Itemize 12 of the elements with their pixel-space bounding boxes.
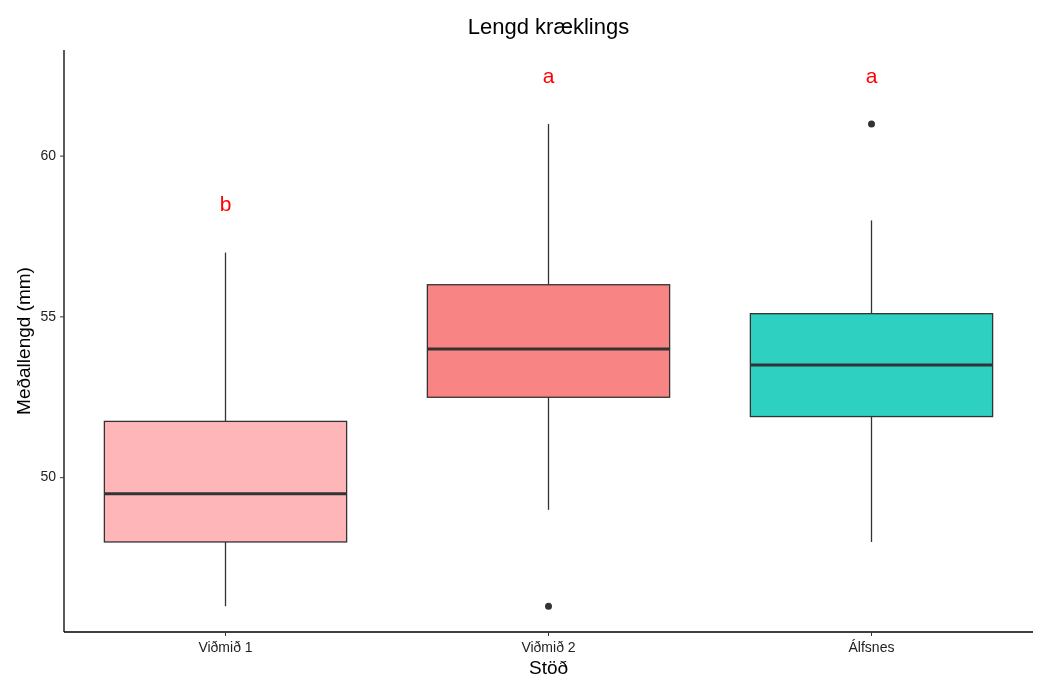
annotation: a (865, 63, 878, 87)
chart-title: Lengd kræklings (467, 14, 630, 39)
x-tick-label: Viðmið 2 (521, 639, 576, 655)
x-tick-label: Álfsnes (848, 639, 895, 655)
y-tick-label: 55 (40, 307, 57, 324)
y-tick-label: 50 (40, 468, 57, 485)
y-axis-title: Meðallengd (mm) (13, 267, 34, 415)
annotation: b (219, 192, 232, 216)
x-tick-label: Viðmið 1 (198, 639, 253, 655)
y-tick-label: 60 (40, 146, 57, 163)
x-axis-title: Stöð (528, 657, 569, 678)
annotation: a (542, 63, 555, 87)
